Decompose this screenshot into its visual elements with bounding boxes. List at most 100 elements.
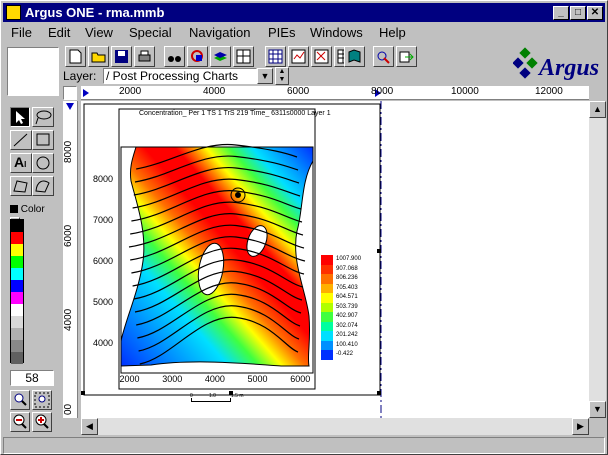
- new-file-button[interactable]: [65, 46, 86, 67]
- mesh-button[interactable]: [265, 46, 286, 67]
- rectangle-tool[interactable]: [32, 130, 54, 150]
- export-icon: [399, 51, 414, 63]
- print-button[interactable]: [134, 46, 155, 67]
- horizontal-ruler: 2000 4000 6000 8000 10000 12000: [81, 86, 589, 100]
- legend-entry: 201.242: [321, 331, 381, 341]
- text-tool[interactable]: AI: [10, 153, 32, 173]
- ruler-v-tick: 00: [63, 403, 74, 415]
- contour-line: [134, 155, 299, 183]
- mesh-icon: [268, 49, 283, 64]
- value-field[interactable]: 58: [10, 370, 54, 386]
- scroll-corner: [589, 418, 606, 435]
- layers-icon: [214, 52, 227, 61]
- color-swatch[interactable]: [11, 328, 23, 340]
- layers-button[interactable]: [210, 46, 231, 67]
- color-swatch[interactable]: [11, 220, 23, 232]
- legend-swatch: [321, 264, 333, 275]
- magnifier-icon: [14, 393, 27, 406]
- lasso-tool[interactable]: [32, 107, 54, 127]
- minimize-button[interactable]: _: [553, 6, 569, 20]
- open-file-button[interactable]: [88, 46, 109, 67]
- ellipse-icon: [36, 156, 50, 170]
- polygon-tool[interactable]: [10, 176, 32, 196]
- grid-button[interactable]: [233, 46, 254, 67]
- tools-icon: [377, 51, 390, 64]
- status-bar: [3, 437, 605, 454]
- legend-swatch: [321, 340, 333, 351]
- refresh-button[interactable]: [187, 46, 208, 67]
- scale-label: 1.5 m: [231, 393, 244, 399]
- color-swatch[interactable]: [11, 340, 23, 352]
- find-button[interactable]: [164, 46, 185, 67]
- menu-view[interactable]: View: [85, 25, 113, 40]
- menu-help[interactable]: Help: [379, 25, 406, 40]
- color-selector[interactable]: Color ▼: [10, 204, 54, 227]
- ruler-h-tick: 2000: [119, 86, 142, 97]
- chart-icon: [291, 49, 306, 64]
- line-tool[interactable]: [10, 130, 32, 150]
- chart-button[interactable]: [288, 46, 309, 67]
- color-swatch[interactable]: [11, 268, 23, 280]
- scroll-up-button[interactable]: ▲: [589, 101, 606, 118]
- scroll-left-button[interactable]: ◀: [81, 418, 98, 435]
- menu-windows[interactable]: Windows: [310, 25, 363, 40]
- legend-swatch: [321, 350, 333, 360]
- book-button[interactable]: [344, 46, 365, 67]
- tools-button[interactable]: [373, 46, 394, 67]
- color-swatch[interactable]: [11, 280, 23, 292]
- ruler-h-tick: 8000: [371, 86, 394, 97]
- app-icon[interactable]: [6, 5, 21, 20]
- floppy-icon: [115, 50, 128, 63]
- zoom-in-icon: [35, 414, 49, 429]
- save-button[interactable]: [111, 46, 132, 67]
- ruler-v-tick: 6000: [63, 224, 74, 247]
- layer-dropdown-button[interactable]: ▼: [257, 68, 273, 84]
- color-swatch[interactable]: [11, 232, 23, 244]
- color-swatch[interactable]: [11, 292, 23, 304]
- vertical-scrollbar[interactable]: ▲ ▼: [589, 101, 606, 418]
- color-swatch[interactable]: [11, 244, 23, 256]
- xy-plot-button[interactable]: [311, 46, 332, 67]
- y-tick-label: 5000: [93, 297, 114, 308]
- color-label: Color: [20, 204, 45, 215]
- legend-entry: 806.236: [321, 274, 381, 284]
- zoom-out-button[interactable]: [10, 412, 30, 432]
- scroll-right-button[interactable]: ▶: [572, 418, 589, 435]
- ruler-v-tick: 8000: [63, 140, 74, 163]
- zoom-extent-button[interactable]: [32, 390, 52, 410]
- color-swatch[interactable]: [11, 304, 23, 316]
- menu-edit[interactable]: Edit: [48, 25, 71, 40]
- contour-line: [134, 270, 303, 313]
- title-bar[interactable]: Argus ONE - rma.mmb _ □ ✕: [3, 3, 605, 22]
- color-swatch[interactable]: [11, 316, 23, 328]
- menu-navigation[interactable]: Navigation: [189, 25, 251, 40]
- legend-label: 1007.900: [336, 256, 362, 262]
- scroll-down-button[interactable]: ▼: [589, 401, 606, 418]
- arrow-tool[interactable]: [10, 107, 30, 127]
- contour-line: [131, 190, 302, 222]
- menu-special[interactable]: Special: [129, 25, 172, 40]
- scale-label: 1.0: [209, 393, 216, 399]
- legend-label: 302.074: [336, 322, 358, 329]
- horizontal-scrollbar[interactable]: ◀ ▶: [81, 418, 589, 435]
- menu-file[interactable]: File: [11, 25, 32, 40]
- ellipse-tool[interactable]: [32, 153, 54, 173]
- y-tick-label: 6000: [93, 256, 114, 267]
- layer-stepper[interactable]: ▲ ▼: [275, 67, 289, 85]
- zoom-in-button[interactable]: [32, 412, 52, 432]
- export-button[interactable]: [396, 46, 417, 67]
- zoom-button[interactable]: [10, 390, 30, 410]
- legend-swatch: [321, 331, 333, 341]
- contour-line: [132, 247, 305, 287]
- legend-label: 604.571: [336, 294, 358, 300]
- legend-label: 806.236: [336, 275, 358, 281]
- maximize-button[interactable]: □: [570, 6, 586, 20]
- menu-pies[interactable]: PIEs: [268, 25, 296, 40]
- freeform-tool[interactable]: [32, 176, 54, 196]
- color-swatch[interactable]: [11, 352, 23, 364]
- y-tick-label: 8000: [93, 173, 114, 184]
- layer-select[interactable]: / Post Processing Charts: [103, 68, 257, 84]
- drawing-canvas[interactable]: Concentration_ Per 1 TS 1 TrS 219 Time_ …: [81, 101, 589, 418]
- color-swatch[interactable]: [11, 256, 23, 268]
- close-button[interactable]: ✕: [587, 6, 603, 20]
